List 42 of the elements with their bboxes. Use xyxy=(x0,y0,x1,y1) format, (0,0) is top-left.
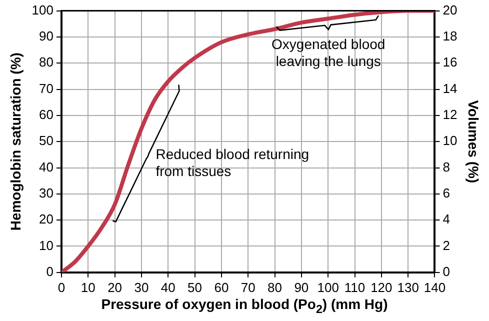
y-tick-label: 40 xyxy=(39,159,54,174)
y2-tick-label: 2 xyxy=(442,238,450,253)
y-axis-title: Hemoglobin saturation (%) xyxy=(7,52,24,231)
y2-tick-label: 16 xyxy=(442,54,458,70)
y2-tick-label: 4 xyxy=(442,212,450,227)
annotation: Oxygenated blood leaving the lungs xyxy=(270,36,386,70)
x-tick-label: 110 xyxy=(344,280,366,295)
y2-tick-label: 20 xyxy=(442,2,458,18)
annotation: Reduced blood returning from tissues xyxy=(156,146,310,180)
y-tick-label: 30 xyxy=(39,186,54,200)
x-tick-label: 30 xyxy=(134,280,149,295)
y2-tick-label: 18 xyxy=(442,28,458,44)
x-tick-label: 70 xyxy=(240,280,256,295)
x-tick-label: 20 xyxy=(108,280,122,295)
y2-axis-title: Volumes (%) xyxy=(466,100,482,184)
y2-tick-label: 8 xyxy=(442,159,450,174)
y-tick-label: 10 xyxy=(39,238,54,253)
y-tick-label: 60 xyxy=(39,107,54,122)
y-tick-label: 0 xyxy=(46,264,54,279)
x-tick-label: 50 xyxy=(188,280,202,295)
y2-tick-label: 6 xyxy=(442,186,450,200)
y-tick-label: 90 xyxy=(39,28,54,44)
y2-tick-label: 14 xyxy=(442,80,458,96)
x-tick-label: 100 xyxy=(317,280,339,295)
x-tick-label: 0 xyxy=(58,280,66,295)
x-tick-label: 90 xyxy=(294,280,309,295)
y-tick-label: 80 xyxy=(39,54,54,70)
y-tick-label: 100 xyxy=(32,2,54,18)
y-tick-label: 70 xyxy=(39,80,54,96)
x-tick-label: 40 xyxy=(160,280,176,295)
x-tick-label: 10 xyxy=(80,280,96,295)
y2-tick-label: 10 xyxy=(442,133,458,148)
x-tick-label: 60 xyxy=(214,280,229,295)
x-tick-label: 80 xyxy=(268,280,282,295)
y2-tick-label: 12 xyxy=(442,107,458,122)
y-tick-label: 50 xyxy=(39,133,54,148)
x-tick-label: 130 xyxy=(397,280,419,295)
y-tick-label: 20 xyxy=(39,212,54,227)
x-axis-title: Pressure of oxygen in blood (Po$_{2}$) (mm Hg) xyxy=(100,296,389,316)
x-tick-label: 140 xyxy=(424,280,446,295)
x-tick-label: 120 xyxy=(370,280,392,295)
y2-tick-label: 0 xyxy=(442,264,450,279)
